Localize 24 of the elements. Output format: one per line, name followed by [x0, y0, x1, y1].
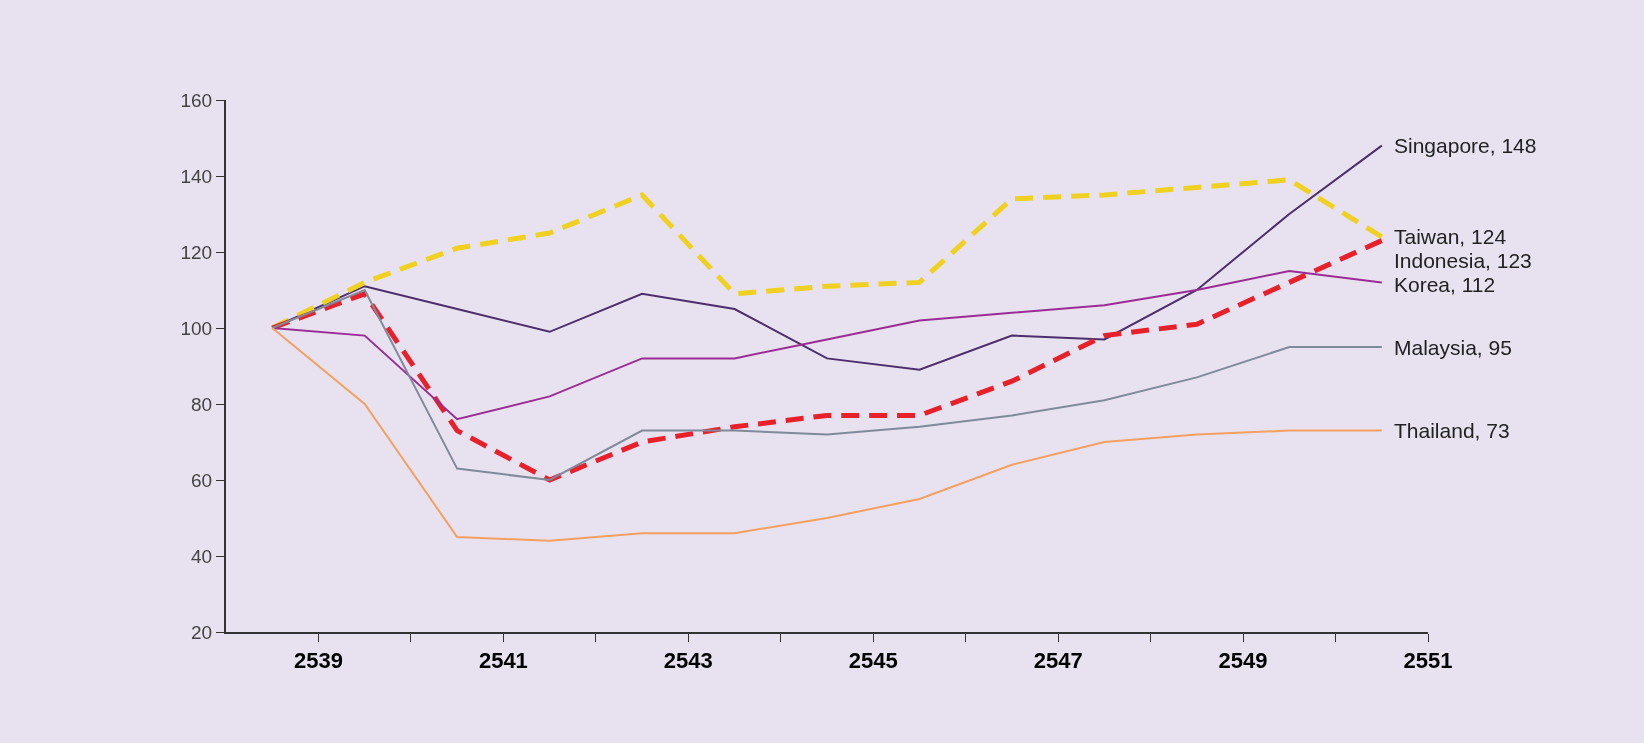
- line-series: [271, 327, 1383, 542]
- y-tick-label: 120: [180, 241, 213, 263]
- series-label: Malaysia, 95: [1394, 336, 1512, 359]
- x-tick-label: 2547: [1033, 648, 1083, 674]
- y-tick-label: 40: [191, 545, 213, 567]
- series-label: Indonesia, 123: [1394, 249, 1532, 272]
- series-label: Singapore, 148: [1394, 134, 1537, 157]
- series-label: Korea, 112: [1394, 273, 1496, 296]
- y-tick-label: 140: [180, 165, 213, 187]
- y-tick-label: 100: [180, 317, 213, 339]
- x-tick-label: 2541: [478, 648, 528, 674]
- x-tick-label: 2539: [293, 648, 343, 674]
- x-tick-label: 2545: [848, 648, 898, 674]
- series-label: Thailand, 73: [1394, 419, 1510, 442]
- y-tick-label: 20: [191, 621, 213, 643]
- x-tick-label: 2551: [1403, 648, 1453, 674]
- y-tick-label: 80: [191, 393, 213, 415]
- y-tick-label: 160: [180, 89, 213, 111]
- line-series: [271, 289, 1383, 481]
- y-tick-label: 60: [191, 469, 213, 491]
- line-series: [271, 270, 1383, 421]
- x-tick-label: 2549: [1218, 648, 1268, 674]
- x-tick-label: 2543: [663, 648, 713, 674]
- series-label: Taiwan, 124: [1394, 225, 1507, 248]
